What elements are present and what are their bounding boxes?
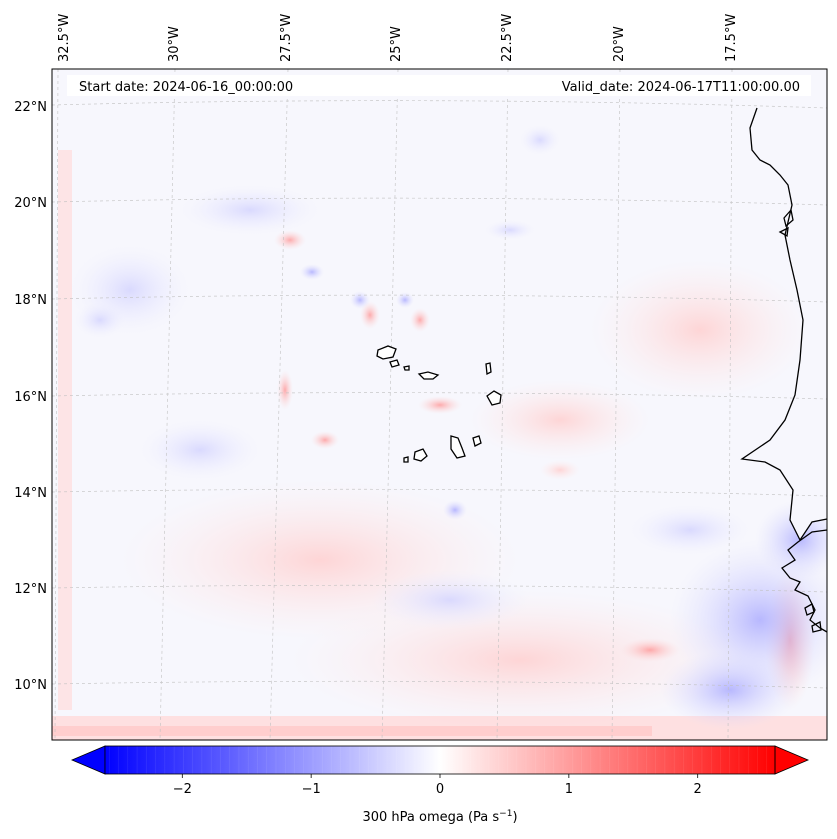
island-sal	[485, 362, 492, 376]
lat-label: 10°N	[14, 678, 47, 693]
field-cell	[277, 370, 293, 410]
colorbar-extend-min	[70, 745, 106, 775]
field-patch	[180, 185, 320, 235]
latitude-labels: 22°N 20°N 18°N 16°N 14°N 12°N 10°N	[14, 100, 47, 693]
lon-label: 27.5°W	[279, 14, 294, 62]
island-sao-nicolau	[417, 371, 440, 380]
field-cell	[540, 460, 580, 480]
coastlines	[740, 107, 828, 633]
land-africa	[742, 69, 827, 540]
field-band-bottom	[52, 726, 652, 736]
map-panel: Start date: 2024-06-16_00:00:00 Valid_da…	[51, 68, 828, 741]
coastline-bissagos	[811, 621, 822, 633]
field-cell	[418, 396, 462, 414]
island-santo-antao	[376, 345, 397, 360]
lat-label: 14°N	[14, 486, 47, 501]
parallel-18n	[51, 294, 828, 303]
field-strip-left	[58, 150, 72, 710]
island-brava	[403, 456, 409, 463]
colorbar-tick-label: 2	[694, 782, 702, 797]
parallel-14n	[51, 488, 828, 497]
island-santa-luzia	[403, 365, 410, 371]
field-cell	[520, 125, 560, 155]
lat-label: 22°N	[14, 100, 47, 115]
valid-date-label: Valid_date: 2024-06-17T11:00:00.00	[562, 80, 800, 95]
meridian-32-5w	[54, 68, 59, 741]
meridian-20w	[611, 68, 621, 741]
lon-label: 25°W	[389, 26, 404, 62]
field-region-blue	[660, 650, 800, 730]
lat-label: 20°N	[14, 196, 47, 211]
field-patch	[370, 570, 530, 630]
island-boa-vista	[486, 390, 502, 406]
lon-label: 22.5°W	[500, 14, 515, 62]
parallel-22n	[51, 100, 828, 109]
colorbar-tick-label: −2	[173, 782, 192, 797]
island-fogo	[413, 448, 428, 462]
map-frame	[51, 68, 828, 741]
meridian-17-5w	[727, 68, 733, 741]
meridian-25w	[381, 68, 399, 741]
field-region-blue	[630, 505, 750, 555]
field-patch	[140, 420, 260, 480]
field-cell	[300, 264, 324, 280]
parallel-20n	[51, 197, 828, 206]
colorbar-tick-label: 0	[436, 782, 444, 797]
field-cell	[396, 292, 414, 308]
parallel-12n	[51, 584, 828, 593]
cape-verde-islands	[376, 345, 502, 463]
colorbar-label-text: 300 hPa omega (Pa s	[362, 810, 499, 825]
colorbar-ticks: −2 −1 0 1 2	[173, 774, 702, 797]
meridian-27-5w	[269, 68, 289, 741]
coastline-africa	[740, 107, 828, 542]
field-cell	[410, 308, 430, 332]
graticule	[51, 68, 828, 741]
field-cell	[350, 291, 370, 309]
field-cell	[443, 500, 467, 520]
colorbar-label: 300 hPa omega (Pa s−1)	[362, 809, 517, 825]
field-cell	[311, 431, 339, 449]
lat-label: 18°N	[14, 293, 47, 308]
omega-field	[52, 69, 827, 740]
colorbar-label-exponent: −1	[499, 809, 512, 819]
coastline-africa-south	[781, 529, 828, 633]
colorbar-steps	[105, 746, 775, 774]
colorbar-label-close: )	[512, 810, 517, 825]
field-cell	[274, 230, 306, 250]
field-patch	[470, 380, 650, 460]
meridian-30w	[159, 68, 176, 741]
longitude-labels: 32.5°W 30°W 27.5°W 25°W 22.5°W 20°W 17.5…	[57, 14, 739, 62]
island-maio	[472, 435, 482, 447]
lon-label: 17.5°W	[724, 14, 739, 62]
lat-label: 16°N	[14, 390, 47, 405]
meridian-22-5w	[496, 68, 509, 741]
start-date-label: Start date: 2024-06-16_00:00:00	[79, 80, 293, 95]
parallel-16n	[51, 392, 828, 400]
island-santiago	[450, 435, 466, 459]
coastline-islet	[778, 226, 789, 238]
colorbar-tick-label: 1	[565, 782, 573, 797]
date-banner	[67, 75, 811, 96]
colorbar-extend-max	[774, 745, 810, 775]
coastline-banc	[783, 208, 794, 228]
coastline-bissagos	[804, 603, 815, 616]
lon-label: 30°W	[167, 26, 182, 62]
lat-label: 12°N	[14, 582, 47, 597]
island-sao-vicente	[389, 359, 400, 368]
colorbar: −2 −1 0 1 2 300 hPa omega (Pa s−1)	[70, 745, 810, 825]
lon-label: 32.5°W	[57, 14, 72, 62]
parallel-10n	[51, 680, 828, 689]
field-cell	[360, 301, 380, 329]
field-cell	[485, 220, 535, 240]
colorbar-tick-label: −1	[302, 782, 321, 797]
lon-label: 20°W	[612, 26, 627, 62]
field-patch	[590, 260, 810, 400]
field-cell	[75, 302, 125, 338]
field-cell	[620, 638, 680, 662]
